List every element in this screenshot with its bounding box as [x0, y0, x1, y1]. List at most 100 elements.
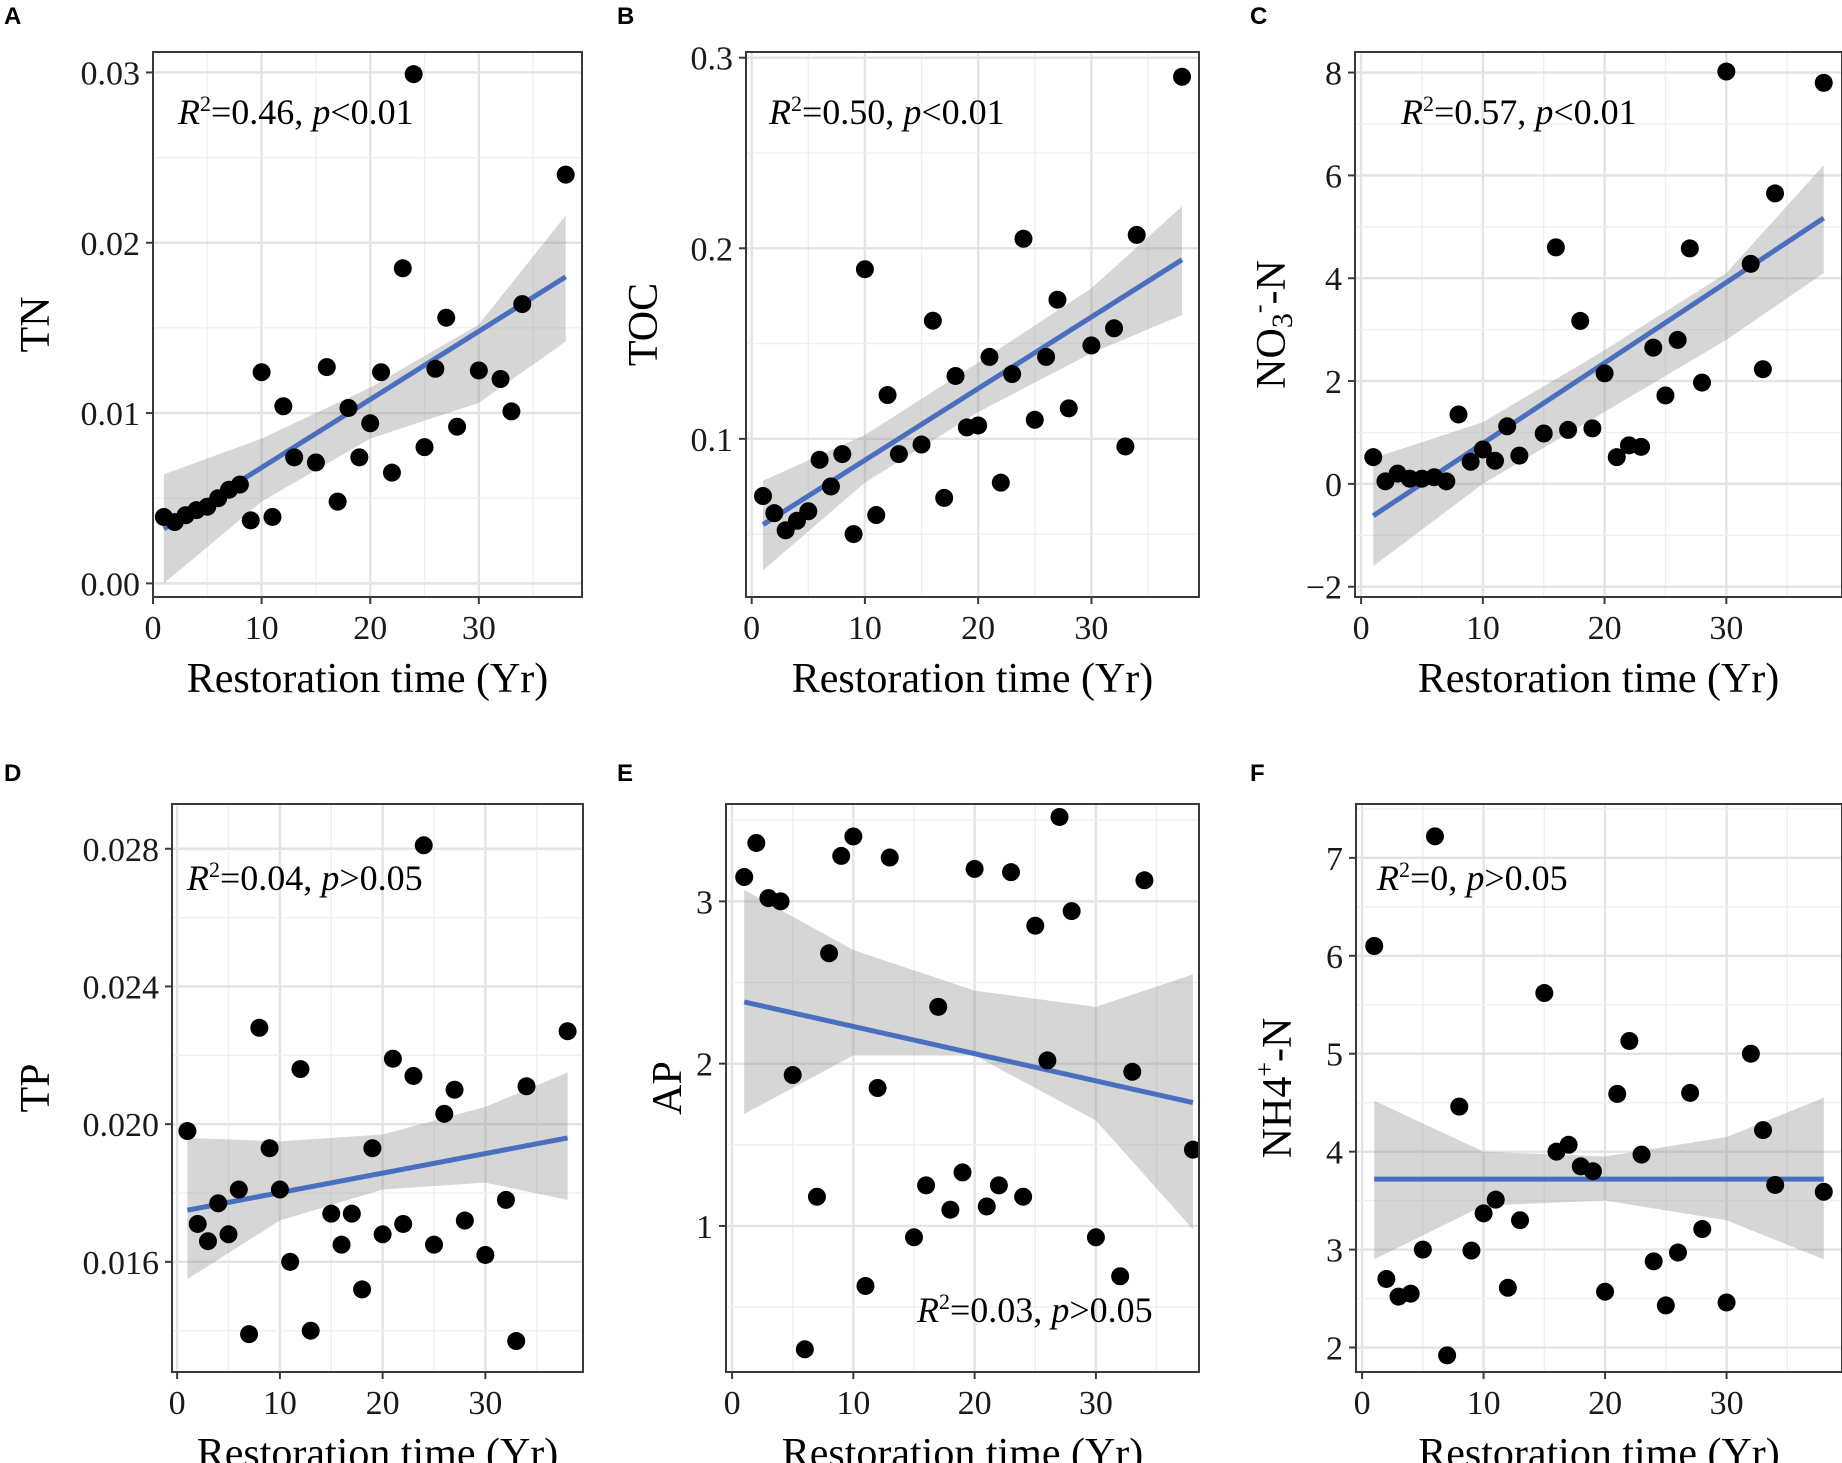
- x-tick-label: 10: [1466, 610, 1500, 647]
- data-point: [301, 1321, 320, 1340]
- data-point: [382, 463, 401, 482]
- x-tick-label: 30: [468, 1385, 502, 1422]
- data-point: [404, 65, 423, 84]
- data-point: [832, 846, 851, 865]
- r2-label: R: [768, 92, 791, 132]
- y-tick-label: 6: [1326, 939, 1343, 976]
- data-point: [556, 165, 575, 184]
- y-axis-title: AP: [645, 1061, 691, 1115]
- plot-area: [746, 52, 1199, 597]
- data-point: [1365, 937, 1384, 955]
- x-tick-label: 0: [1354, 1385, 1371, 1422]
- x-tick-label: 20: [353, 610, 387, 647]
- panel-f: F 0 10 20 30 2 3 4 5 6 7 Restoration time (Yr) NH4+-…: [1250, 760, 1842, 1463]
- r2-value: =0.57,: [1434, 92, 1535, 132]
- data-point: [274, 397, 293, 416]
- data-point: [445, 1080, 464, 1099]
- data-point: [747, 833, 766, 852]
- y-axis-title-main: AP: [645, 1061, 691, 1115]
- data-point: [904, 1228, 923, 1247]
- data-point: [350, 448, 369, 467]
- data-point: [1596, 1282, 1615, 1301]
- plot-frame: [725, 803, 1200, 1373]
- x-tick-label: 30: [1074, 610, 1108, 647]
- data-point: [868, 1079, 887, 1097]
- r2-label: R: [1376, 858, 1399, 898]
- plot-frame: [152, 51, 583, 598]
- data-point: [1002, 863, 1021, 882]
- data-point: [1693, 1220, 1712, 1239]
- data-point: [1123, 1062, 1142, 1081]
- data-point: [435, 1104, 454, 1123]
- x-tick-label: 10: [245, 610, 279, 647]
- data-point: [1498, 417, 1517, 436]
- data-point: [991, 473, 1010, 492]
- data-point: [270, 1180, 289, 1199]
- panel-d: D 0 10 20 30 0.016 0.020 0.024 0.028 Restoration …: [4, 760, 584, 1463]
- x-tick-label: 30: [1709, 610, 1743, 647]
- data-point: [820, 944, 839, 963]
- data-point: [1656, 1296, 1675, 1315]
- y-tick-label: 2: [696, 1047, 713, 1084]
- data-point: [178, 1122, 197, 1141]
- data-point: [491, 370, 510, 388]
- data-point: [394, 1214, 413, 1233]
- plot-area: [726, 804, 1199, 1372]
- data-point: [795, 1340, 814, 1359]
- y-axis-title: TN: [13, 297, 59, 353]
- data-point: [1437, 472, 1456, 491]
- data-point: [558, 1022, 577, 1041]
- x-tick-label: 0: [743, 610, 760, 647]
- r2-label: R: [186, 858, 209, 898]
- data-point: [393, 259, 412, 278]
- data-point: [342, 1204, 361, 1223]
- x-tick-label: 20: [961, 610, 995, 647]
- confidence-band: [163, 215, 566, 584]
- data-point: [1741, 1044, 1760, 1063]
- p-label: p: [309, 92, 330, 132]
- data-point: [735, 868, 754, 887]
- data-point: [240, 1325, 259, 1344]
- y-tick-label: 1: [696, 1209, 713, 1246]
- data-point: [1050, 807, 1069, 826]
- r2-superscript: 2: [1399, 857, 1410, 882]
- data-point: [1571, 311, 1590, 330]
- x-tick-label: 0: [1353, 610, 1370, 647]
- data-point: [1450, 1097, 1469, 1116]
- r2-label: R: [1400, 92, 1423, 132]
- data-point: [765, 504, 784, 523]
- data-point: [291, 1060, 310, 1079]
- data-point: [878, 386, 897, 405]
- y-axis-title-main: TOC: [621, 283, 667, 366]
- y-tick-label: 0.02: [81, 226, 141, 263]
- plot-frame: [745, 51, 1200, 598]
- data-point: [1037, 347, 1056, 366]
- x-tick-label: 10: [263, 1385, 297, 1422]
- p-label: p: [900, 92, 921, 132]
- x-axis-title: Restoration time (Yr): [792, 656, 1154, 702]
- stats-annotation: R2=0.03, p>0.05: [916, 1289, 1153, 1330]
- data-point: [363, 1139, 382, 1158]
- y-tick-label: 2: [1325, 364, 1342, 401]
- data-point: [929, 997, 948, 1016]
- panel-letter: C: [1250, 3, 1267, 30]
- data-point: [1038, 1051, 1057, 1070]
- data-point: [448, 417, 467, 436]
- data-point: [250, 1018, 269, 1037]
- data-point: [1127, 225, 1146, 244]
- data-point: [941, 1200, 960, 1219]
- data-point: [373, 1225, 392, 1244]
- y-axis-title-superscript: -: [1244, 304, 1273, 313]
- y-tick-label: 3: [696, 884, 713, 921]
- data-point: [241, 511, 260, 530]
- data-point: [188, 1214, 207, 1233]
- data-point: [799, 502, 818, 521]
- data-point: [1717, 1293, 1736, 1312]
- data-point: [513, 295, 532, 314]
- data-point: [517, 1077, 536, 1096]
- data-point: [306, 453, 325, 472]
- data-point: [989, 1176, 1008, 1195]
- data-point: [1026, 916, 1045, 935]
- panel-letter: F: [1250, 760, 1265, 787]
